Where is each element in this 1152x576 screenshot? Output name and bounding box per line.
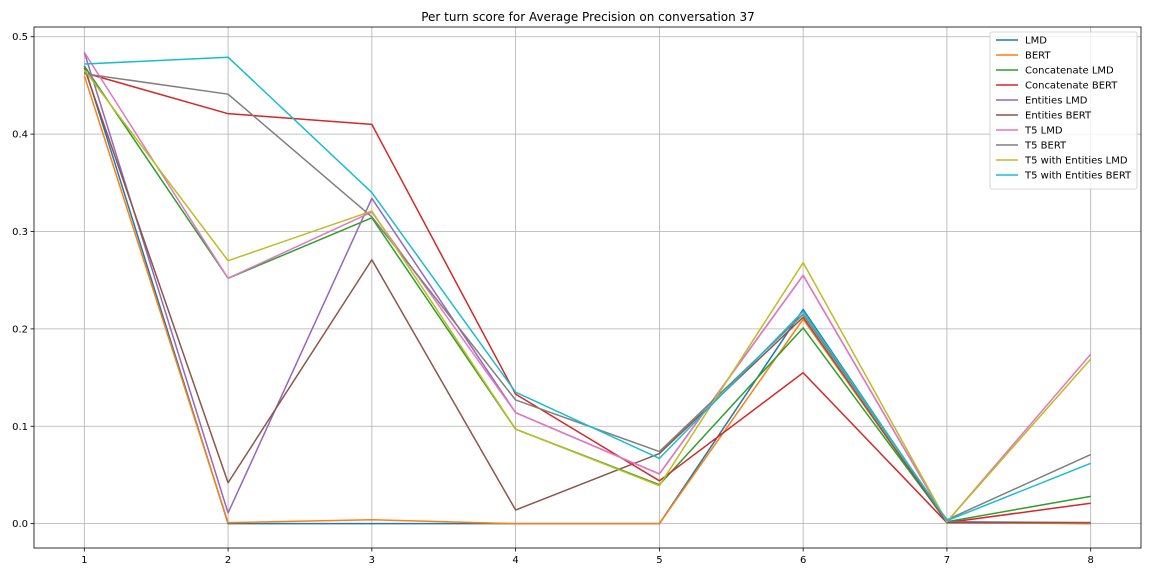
x-tick-label: 2 xyxy=(225,555,231,566)
y-tick-label: 0.1 xyxy=(12,422,28,433)
y-tick-label: 0.5 xyxy=(12,32,28,43)
x-tick-label: 8 xyxy=(1087,555,1093,566)
series-line-t5-bert xyxy=(84,72,1091,521)
series-line-concatenate-bert xyxy=(84,72,1091,524)
legend-label: Entities BERT xyxy=(1025,111,1092,122)
series-line-entities-bert xyxy=(83,67,1091,524)
legend-label: BERT xyxy=(1025,51,1051,62)
legend-label: Concatenate BERT xyxy=(1025,81,1118,92)
y-tick-label: 0.0 xyxy=(12,519,28,530)
legend-label: T5 with Entities BERT xyxy=(1024,171,1132,182)
x-tick-label: 7 xyxy=(944,555,950,566)
series-line-lmd xyxy=(83,65,1091,525)
series-line-t5-with-entities-bert xyxy=(84,56,1091,522)
x-tick-label: 5 xyxy=(656,555,662,566)
y-tick-label: 0.4 xyxy=(12,130,28,141)
x-tick-label: 6 xyxy=(800,555,806,566)
legend-label: Concatenate LMD xyxy=(1025,66,1114,77)
legend-label: T5 with Entities LMD xyxy=(1024,156,1128,167)
legend-label: T5 LMD xyxy=(1024,126,1063,137)
axes-frame xyxy=(33,26,1142,549)
legend-box xyxy=(989,31,1138,190)
series-line-t5-lmd xyxy=(83,51,1092,523)
grid-layer xyxy=(34,27,1141,548)
series-line-entities-lmd xyxy=(83,52,1091,524)
chart-title: Per turn score for Average Precision on … xyxy=(421,10,755,24)
series-line-t5-with-entities-lmd xyxy=(83,69,1092,523)
x-tick-label: 1 xyxy=(81,555,87,566)
legend-label: Entities LMD xyxy=(1025,96,1088,107)
x-axis-ticks: 1 2 3 4 5 6 7 8 xyxy=(81,548,1094,566)
x-tick-label: 3 xyxy=(369,555,375,566)
series-layer xyxy=(83,51,1092,525)
x-tick-label: 4 xyxy=(512,555,518,566)
legend-label: LMD xyxy=(1025,36,1047,47)
legend-label: T5 BERT xyxy=(1024,141,1067,152)
y-tick-label: 0.2 xyxy=(12,324,28,335)
y-tick-label: 0.3 xyxy=(12,227,28,238)
y-axis-ticks: 0.0 0.1 0.2 0.3 0.4 0.5 xyxy=(12,32,34,530)
legend: LMD BERT Concatenate LMD Concatenate BERT En… xyxy=(989,31,1138,190)
